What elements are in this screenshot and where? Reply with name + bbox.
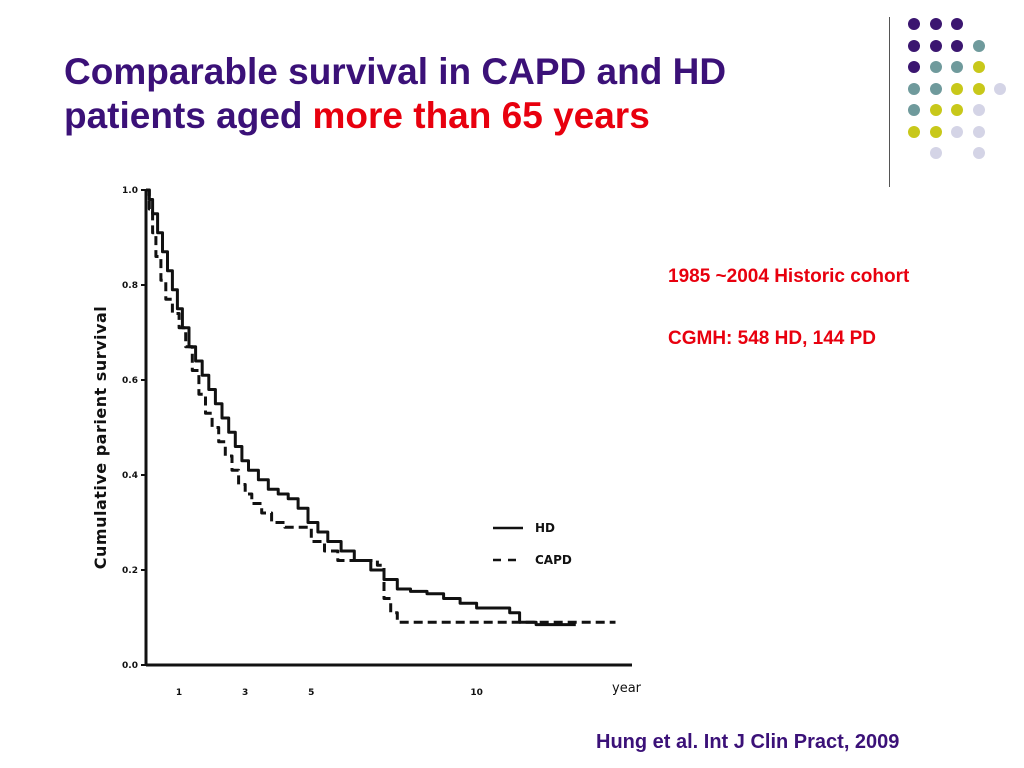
y-tick-label: 0.6 bbox=[122, 376, 138, 386]
decorative-dot bbox=[908, 104, 920, 116]
decorative-dot bbox=[951, 82, 963, 95]
decorative-dot bbox=[929, 39, 942, 52]
decorative-dot bbox=[929, 82, 942, 95]
sample-size-text: CGMH: 548 HD, 144 PD bbox=[668, 328, 877, 349]
chart-series-lines bbox=[146, 188, 616, 627]
x-tick-label: 3 bbox=[242, 688, 248, 698]
decorative-dot bbox=[908, 39, 920, 52]
y-tick-label: 1.0 bbox=[122, 186, 138, 196]
series-line-hd bbox=[146, 188, 576, 627]
y-tick-label: 0.2 bbox=[122, 566, 138, 576]
y-axis-label: Cumulative parient survival bbox=[91, 306, 110, 569]
decorative-dot bbox=[929, 18, 942, 30]
x-axis-unit-label: year bbox=[612, 681, 642, 696]
survival-chart-svg: 0.0 0.2 0.4 0.6 0.8 1.0 1 3 5 10 HD CAPD Cumulativ… bbox=[91, 186, 642, 698]
decorative-dot bbox=[951, 125, 963, 138]
cohort-info-text: 1985 ~2004 Historic cohort bbox=[668, 266, 910, 287]
legend-label-hd: HD bbox=[535, 521, 555, 535]
chart-ticks: 0.0 0.2 0.4 0.6 0.8 1.0 1 3 5 10 bbox=[122, 186, 483, 698]
decorative-dot bbox=[929, 104, 942, 116]
x-tick-label: 1 bbox=[176, 688, 182, 698]
survival-chart: 0.0 0.2 0.4 0.6 0.8 1.0 1 3 5 10 HD CAPD Cumulativ… bbox=[80, 178, 660, 703]
decorative-dot bbox=[951, 18, 963, 30]
y-tick-label: 0.8 bbox=[122, 281, 138, 291]
decorative-dot bbox=[929, 147, 942, 159]
citation-text: Hung et al. Int J Clin Pract, 2009 bbox=[596, 731, 900, 753]
x-tick-label: 5 bbox=[308, 688, 314, 698]
x-tick-label: 10 bbox=[470, 688, 483, 698]
decorative-dot bbox=[908, 61, 920, 73]
vertical-divider bbox=[889, 17, 890, 187]
decorative-dot bbox=[972, 104, 985, 116]
decorative-dot bbox=[908, 82, 920, 95]
series-line-capd bbox=[146, 188, 616, 624]
decorative-dot bbox=[929, 125, 942, 138]
decorative-dot bbox=[994, 82, 1006, 95]
title-accent-text: more than 65 years bbox=[312, 95, 650, 136]
decorative-dot bbox=[951, 39, 963, 52]
decorative-dot bbox=[972, 61, 985, 73]
decorative-dot bbox=[972, 39, 985, 52]
chart-legend: HD CAPD bbox=[493, 521, 572, 567]
decorative-dot bbox=[908, 125, 920, 138]
decorative-dot bbox=[951, 61, 963, 73]
y-tick-label: 0.0 bbox=[122, 661, 138, 671]
decorative-dot bbox=[972, 147, 985, 159]
slide-title: Comparable survival in CAPD and HD patie… bbox=[64, 50, 864, 138]
chart-axes bbox=[144, 190, 632, 667]
decorative-dot bbox=[972, 125, 985, 138]
decorative-dot bbox=[951, 104, 963, 116]
title-main-text: Comparable survival in CAPD and HD patie… bbox=[64, 51, 727, 136]
decorative-dot bbox=[972, 82, 985, 95]
legend-label-capd: CAPD bbox=[535, 553, 572, 567]
decorative-dot-grid bbox=[0, 0, 1024, 200]
decorative-dot bbox=[929, 61, 942, 73]
y-tick-label: 0.4 bbox=[122, 471, 138, 481]
decorative-dot bbox=[908, 18, 920, 30]
